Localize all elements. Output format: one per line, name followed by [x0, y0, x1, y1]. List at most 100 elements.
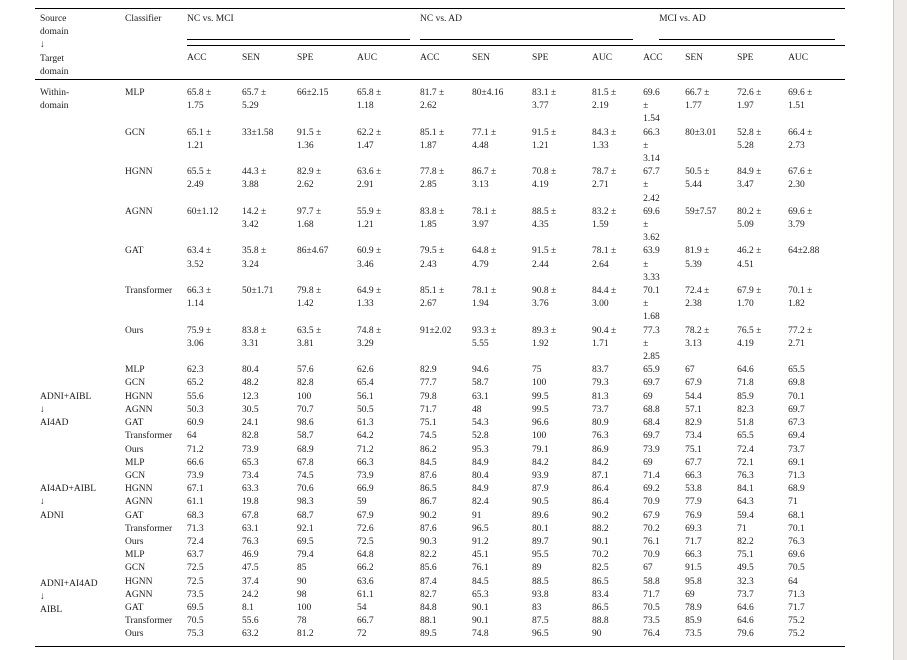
metric-value-cell: 100: [297, 602, 312, 613]
metric-value-cell: 66.2: [357, 563, 374, 574]
metric-value-cell: 76.3: [788, 536, 805, 547]
table-row: Ours 75.3 63.2 81.2 72 89.5 74.8 96.5 90 76.4 73.5…: [35, 628, 846, 647]
table-row: AI4AD+AIBL ↓ ADNI MLP 66.6 65.3 67.8 66.3 84.5…: [35, 457, 845, 521]
metric-header-auc: AUC: [357, 44, 421, 81]
metric-value-cell: 69: [643, 391, 653, 402]
metric-value-cell: 90.1: [472, 602, 489, 613]
metric-value-cell: 98: [297, 589, 307, 600]
metric-value-cell: 90.4 ± 1.71: [592, 325, 617, 349]
metric-value-cell: 75.1: [737, 550, 754, 561]
metric-value-cell: 69.5: [187, 602, 204, 613]
metric-value-cell: 72.5: [187, 576, 204, 587]
metric-value-cell: 69.4: [788, 431, 805, 442]
metric-value-cell: 100: [297, 391, 312, 402]
metric-value-cell: 90.2: [592, 510, 609, 521]
metric-value-cell: 81.9 ± 5.39: [685, 246, 710, 270]
metric-value-cell: 49.5: [737, 563, 754, 574]
metric-value-cell: 67.8: [297, 457, 314, 468]
metric-value-cell: 69: [685, 589, 695, 600]
metric-value-cell: 74.5: [420, 431, 437, 442]
metric-value-cell: 70.1 ± 1.82: [788, 286, 813, 310]
metric-value-cell: 82.7: [420, 589, 437, 600]
metric-value-cell: 86.7 ± 3.13: [472, 167, 497, 191]
metric-value-cell: 100: [532, 378, 547, 389]
classifier-cell: Ours: [125, 444, 144, 455]
table-header: Source domain ↓ Target domain Classifier…: [35, 8, 846, 81]
table-row: AGNN 73.5 24.2 98 61.1 82.7 65.3 93.8 83.4 71.7 69…: [35, 589, 845, 602]
metric-value-cell: 76.3: [592, 431, 609, 442]
metric-value-cell: 68.1: [788, 510, 805, 521]
metric-value-cell: 89: [532, 563, 542, 574]
metric-value-cell: 85.9: [685, 616, 702, 627]
classifier-cell: GCN: [125, 127, 146, 138]
metric-value-cell: 75.1: [685, 444, 702, 455]
metric-value-cell: 71.3: [788, 589, 805, 600]
classifier-cell: AGNN: [125, 404, 153, 415]
metric-value-cell: 64.2: [357, 431, 374, 442]
metric-value-cell: 84.9: [472, 484, 489, 495]
metric-value-cell: 91.5 ± 1.21: [532, 127, 557, 151]
metric-header-acc: ACC: [420, 44, 473, 81]
metric-value-cell: 63.2: [242, 628, 297, 647]
metric-value-cell: 24.1: [242, 418, 259, 429]
metric-value-cell: 70.1: [788, 523, 805, 534]
metric-value-cell: 88.1: [420, 616, 437, 627]
metric-value-cell: 66.7 ± 1.77: [685, 88, 710, 112]
metric-value-cell: 64.8 ± 4.79: [472, 246, 497, 270]
source-domain-header: Source domain ↓ Target domain: [35, 8, 125, 81]
metric-value-cell: 85.6: [420, 563, 437, 574]
metric-value-cell: 52.8: [472, 431, 489, 442]
metric-value-cell: 82.9: [420, 365, 437, 376]
metric-value-cell: 67.9: [685, 378, 702, 389]
table-row: HGNN 65.5 ± 2.49 44.3 ± 3.88 82.9 ± 2.62 63.…: [35, 166, 845, 206]
metric-value-cell: 67.7 ± 2.42: [643, 167, 660, 204]
metric-value-cell: 60.9 ± 3.46: [357, 246, 382, 270]
metric-value-cell: 50.5: [357, 404, 374, 415]
metric-value-cell: 79.1: [532, 444, 549, 455]
metric-value-cell: 85.1 ± 1.87: [420, 127, 445, 151]
metric-value-cell: 64: [788, 576, 798, 587]
metric-value-cell: 98.3: [297, 497, 314, 508]
metric-value-cell: 54: [357, 602, 367, 613]
metric-value-cell: 32.3: [737, 576, 754, 587]
metric-value-cell: 68.9: [788, 484, 805, 495]
metric-value-cell: 74.8: [472, 628, 533, 647]
table-row: ADNI+AI4AD ↓ AIBL MLP 63.7 46.9 79.4 64.8 82.2…: [35, 549, 845, 647]
metric-value-cell: 69.7: [788, 404, 805, 415]
table-row: HGNN 72.5 37.4 90 63.6 87.4 84.5 88.5 86.5 58.8 95…: [35, 576, 845, 589]
metric-value-cell: 83.8 ± 1.85: [420, 206, 445, 231]
table-row: HGNN 67.1 63.3 70.6 66.9 86.5 84.9 87.9 86.4 69.2…: [35, 483, 845, 496]
metric-value-cell: 50±1.71: [242, 286, 274, 297]
metric-value-cell: 73.9: [643, 444, 660, 455]
table-row: Ours 71.2 73.9 68.9 71.2 86.2 95.3 79.1 86.9 73.9…: [35, 444, 845, 457]
source-domain-cell: ADNI+AI4AD ↓ AIBL: [35, 549, 125, 647]
metric-value-cell: 90.1: [472, 616, 489, 627]
metric-value-cell: 55.6: [187, 391, 204, 402]
metric-value-cell: 85: [297, 563, 307, 574]
metric-value-cell: 77.7: [420, 378, 437, 389]
metric-value-cell: 47.5: [242, 563, 259, 574]
metric-value-cell: 68.7: [297, 510, 314, 521]
metric-value-cell: 88.8: [592, 616, 609, 627]
metric-value-cell: 76.1: [472, 563, 489, 574]
metric-value-cell: 83: [532, 602, 542, 613]
table-row: Transformer 70.5 55.6 78 66.7 88.1 90.1 87.5 88.…: [35, 615, 845, 628]
metric-value-cell: 59.4: [737, 510, 754, 521]
metric-value-cell: 71: [788, 497, 798, 508]
metric-value-cell: 82.2: [737, 536, 754, 547]
table-row: Within- domain MLP 65.8 ± 1.75 65.7 ± 5.29 6…: [35, 80, 845, 127]
metric-value-cell: 77.2 ± 2.71: [788, 325, 813, 349]
metric-value-cell: 88.5: [532, 576, 549, 587]
metric-value-cell: 71.3: [187, 523, 204, 534]
metric-value-cell: 70.1: [788, 391, 805, 402]
metric-value-cell: 75: [532, 365, 542, 376]
metric-value-cell: 66.3 ± 3.14: [643, 127, 660, 165]
metric-value-cell: 91±2.02: [420, 325, 452, 336]
metric-value-cell: 81.2: [297, 628, 357, 647]
metric-value-cell: 48.2: [242, 378, 259, 389]
metric-value-cell: 87.1: [592, 470, 609, 481]
metric-value-cell: 70.2: [592, 550, 609, 561]
metric-value-cell: 69.2: [643, 484, 660, 495]
table-row: GAT 68.3 67.8 68.7 67.9 90.2 91 89.6 90.2 67.9 76.…: [35, 510, 845, 523]
metric-value-cell: 78.1 ± 3.97: [472, 206, 497, 231]
